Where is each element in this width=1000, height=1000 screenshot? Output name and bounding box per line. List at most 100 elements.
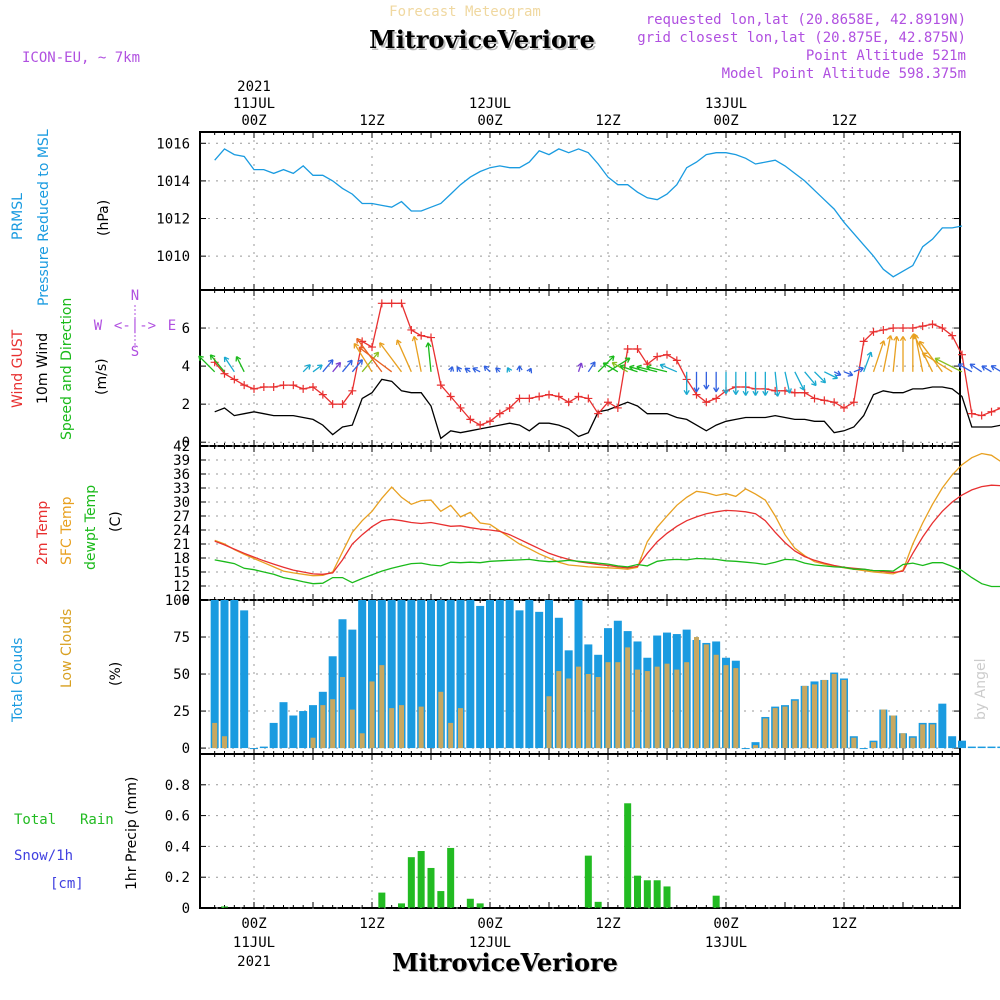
temp-2m-line (214, 484, 1000, 575)
low-cloud-bar (349, 709, 355, 749)
y-tick-label: 75 (173, 630, 190, 646)
gust-marker (387, 299, 396, 308)
gust-marker (446, 392, 455, 401)
wind-arrow-head (899, 336, 907, 342)
wind-arrow (223, 356, 235, 373)
wind-arrow-head (981, 365, 987, 371)
total-cloud-bar (417, 600, 426, 749)
wind-arrow-head (683, 389, 690, 395)
pressure-line (214, 148, 963, 278)
low-cloud-bar (674, 669, 680, 749)
wind-arrow-head (495, 367, 501, 373)
wind-arrow-head (832, 373, 839, 380)
y-tick-label: 21 (173, 537, 190, 553)
low-cloud-bar (772, 708, 778, 749)
wind-arrow (351, 359, 363, 373)
time-label-bottom: 00Z (241, 916, 266, 932)
gust-marker (938, 324, 947, 333)
gust-marker (663, 350, 671, 359)
wind-arrow-head (732, 389, 739, 395)
gust-marker (899, 324, 907, 333)
y-tick-label: 0 (182, 901, 190, 917)
time-label-bottom: 00Z (713, 916, 738, 932)
y-tick-label: 24 (173, 523, 190, 539)
y-tick-label: 0.6 (165, 809, 190, 825)
gust-marker (594, 409, 603, 418)
wind-arrow-head (464, 367, 471, 374)
wind-arrow (969, 363, 983, 373)
gust-marker (820, 396, 829, 405)
low-cloud-bar (399, 705, 404, 749)
time-label-bottom: 12Z (831, 916, 856, 932)
y-tick-label: 1014 (156, 174, 190, 190)
temp-labels: 2m Temp SFC Temp dewpt Temp (C) (35, 485, 124, 570)
total-cloud-bar (977, 746, 986, 749)
gust-marker (692, 390, 701, 399)
footer-station-shadow: MitroviceVeriore (393, 949, 619, 978)
low-cloud-bar (615, 662, 621, 749)
wind-arrow-head (762, 390, 769, 396)
compass-w: W (94, 318, 103, 334)
gust-marker (928, 320, 937, 329)
point-altitude: Point Altitude 521m (806, 48, 966, 64)
gust-marker (505, 403, 514, 412)
wind-arrow (853, 367, 864, 373)
gust-marker (613, 403, 622, 412)
wind-arrow-head (395, 339, 402, 345)
wind-arrow (312, 364, 323, 373)
wind-arrow-head (347, 359, 353, 366)
wind-arrow-head (327, 359, 334, 365)
low-cloud-bar (831, 674, 837, 749)
low-cloud-bar (930, 724, 935, 749)
wind-arrow-head (722, 389, 730, 395)
wind-arrow (814, 371, 826, 384)
panel-frame (199, 753, 961, 909)
rain-bar (447, 847, 455, 908)
gust-marker (240, 381, 249, 390)
precip-snow-label: Snow/1h (14, 848, 73, 864)
wind-arrow-head (886, 335, 893, 341)
wind-arrow (235, 356, 245, 373)
chart-marks (198, 148, 1000, 909)
total-cloud-bar (269, 722, 278, 749)
wind-arrow-head (608, 355, 615, 361)
y-tick-label: 36 (173, 467, 190, 483)
y-tick-label: 6 (182, 321, 190, 337)
time-label-bottom: 12Z (359, 916, 384, 932)
wind-arrow-head (921, 352, 928, 358)
gust-marker (790, 388, 799, 397)
gust-marker (987, 407, 996, 416)
rain-bar (221, 906, 228, 908)
wind-arrow (198, 355, 216, 373)
total-cloud-bar (397, 600, 406, 749)
precip-rain-label: Rain (80, 812, 114, 828)
total-cloud-bar (358, 600, 367, 749)
gust-marker (269, 383, 278, 392)
temp-unit: (C) (108, 511, 124, 532)
low-cloud-bar (212, 722, 218, 749)
wind-arrow-head (516, 365, 523, 371)
low-clouds-label: Low Clouds (59, 609, 75, 688)
wind-arrow-head (357, 359, 364, 365)
wind-arrow (483, 365, 491, 373)
gust-marker (830, 398, 839, 407)
low-cloud-bar (566, 678, 572, 749)
total-cloud-bar (299, 711, 308, 749)
y-tick-label: 100 (165, 593, 190, 609)
rain-bar (398, 903, 405, 908)
wind-arrow (646, 366, 668, 373)
low-cloud-bar (654, 666, 660, 749)
wind-arrow-head (590, 361, 596, 367)
rain-bar (427, 867, 435, 908)
low-cloud-bar (664, 663, 670, 749)
gust-marker (604, 398, 612, 407)
cloud-unit: (%) (108, 662, 124, 686)
wind-arrow-head (799, 385, 805, 391)
gust-marker (702, 398, 711, 407)
total-cloud-bar (967, 746, 976, 749)
total-cloud-bar (466, 600, 475, 749)
gust-marker (427, 333, 435, 342)
gust-marker (348, 386, 357, 395)
rain-bar (584, 855, 592, 908)
low-cloud-bar (713, 654, 719, 749)
